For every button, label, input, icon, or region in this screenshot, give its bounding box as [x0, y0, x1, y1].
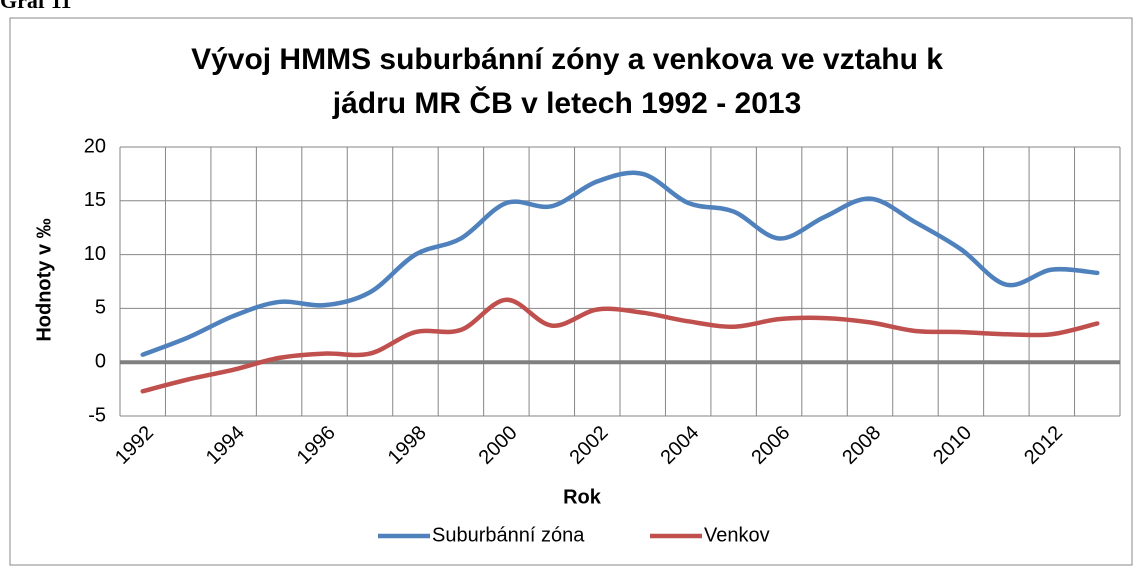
legend-label: Suburbánní zóna — [432, 524, 585, 546]
x-tick-label: 2012 — [1020, 422, 1067, 469]
x-tick-label: 2000 — [475, 422, 522, 469]
y-tick-label: 15 — [84, 189, 106, 211]
chart-title: Vývoj HMMS suburbánní zóny a venkova ve … — [191, 43, 943, 120]
x-tick-label: 2008 — [838, 422, 885, 469]
x-tick-label: 2010 — [929, 422, 976, 469]
y-tick-label: 5 — [95, 297, 106, 319]
y-tick-label: 0 — [95, 350, 106, 372]
x-tick-label: 2006 — [747, 422, 794, 469]
caption: Graf 11 — [0, 0, 72, 13]
x-tick-label: 1992 — [111, 422, 158, 469]
y-tick-label: 20 — [84, 135, 106, 157]
chart-border — [9, 17, 1133, 566]
y-tick-label: -5 — [88, 404, 106, 426]
series-line — [140, 170, 1100, 357]
legend-label: Venkov — [704, 524, 770, 546]
y-axis-label: Hodnoty v ‰ — [33, 218, 55, 341]
x-tick-label: 2004 — [656, 422, 703, 469]
x-tick-label: 2002 — [566, 422, 613, 469]
series-line — [140, 297, 1100, 394]
y-tick-label: 10 — [84, 243, 106, 265]
x-tick-label: 1994 — [202, 422, 249, 469]
x-tick-label: 1998 — [384, 422, 431, 469]
x-axis-label: Rok — [563, 486, 602, 508]
x-tick-label: 1996 — [293, 422, 340, 469]
